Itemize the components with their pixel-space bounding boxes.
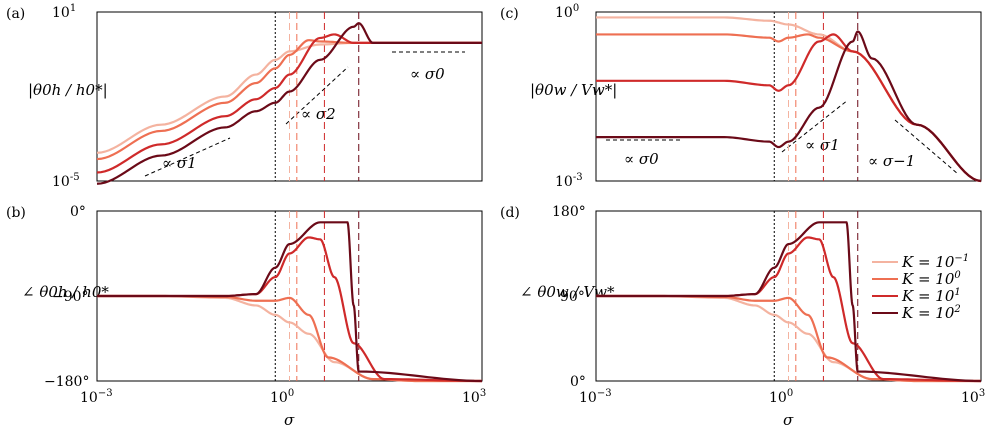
panel-0-series-2-line bbox=[96, 33, 482, 174]
panel-c-annot-s1: ∝ σ1 bbox=[805, 136, 840, 154]
legend-label-3: K = 101 bbox=[901, 287, 961, 305]
panel-c-ylabel: |θ0w / Vw*| bbox=[530, 81, 617, 99]
panel-label-c: (c) bbox=[500, 6, 519, 22]
panel-label-a: (a) bbox=[6, 6, 25, 22]
panel-b-ylabel: ∠ θ0h / h0* bbox=[22, 283, 109, 301]
panel-1-series-3-line bbox=[97, 221, 483, 383]
panel-a-ytick-top: 101 bbox=[52, 3, 76, 21]
panel-c-slope1-guide bbox=[781, 99, 849, 153]
panel-a-ylabel: |θ0h / h0*| bbox=[28, 81, 108, 99]
panel-b-xtick-left: 10−3 bbox=[80, 388, 113, 406]
panel-2-series-2-line bbox=[596, 33, 982, 183]
panel-c-ytick-bottom: 10-3 bbox=[555, 172, 583, 190]
legend-label-1: K = 10−1 bbox=[901, 253, 969, 271]
panel-d-xtick-mid: 100 bbox=[769, 388, 793, 406]
panel-0-series-3-line bbox=[96, 22, 482, 185]
panel-c-annot-sneg1: ∝ σ−1 bbox=[868, 152, 915, 170]
plot-layer bbox=[96, 12, 982, 383]
legend-label-4: K = 102 bbox=[901, 304, 961, 322]
panel-d-xtick-right: 103 bbox=[961, 388, 985, 406]
panel-c-ytick-top: 100 bbox=[555, 3, 579, 21]
panel-b-xlabel: σ bbox=[284, 411, 295, 429]
panel-a-annot-s1: ∝ σ1 bbox=[162, 154, 197, 172]
panel-d-ytick-90: 90° bbox=[560, 289, 585, 305]
panel-3-series-3-line bbox=[596, 221, 982, 383]
panel-d-xlabel: σ bbox=[783, 411, 794, 429]
panel-d-xtick-left: 10−3 bbox=[579, 388, 612, 406]
legend-label-2: K = 100 bbox=[901, 270, 961, 288]
panel-a-annot-s2: ∝ σ2 bbox=[301, 105, 336, 123]
panel-d-ytick-180: 180° bbox=[552, 204, 586, 220]
panel-a-slope1-guide bbox=[144, 137, 231, 177]
panel-c-annot-s0: ∝ σ0 bbox=[624, 150, 659, 168]
panel-b-ytick-90: −90° bbox=[52, 289, 89, 305]
panel-b-ytick-0: 0° bbox=[70, 204, 86, 220]
panel-label-d: (d) bbox=[500, 205, 520, 221]
panel-2-series-3-line bbox=[596, 30, 982, 183]
panel-a-ytick-bottom: 10-5 bbox=[52, 172, 80, 190]
panel-b-xtick-mid: 100 bbox=[270, 388, 294, 406]
panel-label-b: (b) bbox=[6, 205, 26, 221]
legend: K = 10−1 K = 100 K = 101 K = 102 bbox=[872, 253, 969, 322]
panel-d-ylabel: ∠ θ0w / Vw* bbox=[520, 283, 615, 301]
panel-a-annot-s0: ∝ σ0 bbox=[410, 65, 445, 83]
panel-d-ytick-0: 0° bbox=[570, 374, 586, 390]
panel-b-xtick-right: 103 bbox=[462, 388, 486, 406]
panel-b-ytick-180: −180° bbox=[44, 374, 89, 390]
